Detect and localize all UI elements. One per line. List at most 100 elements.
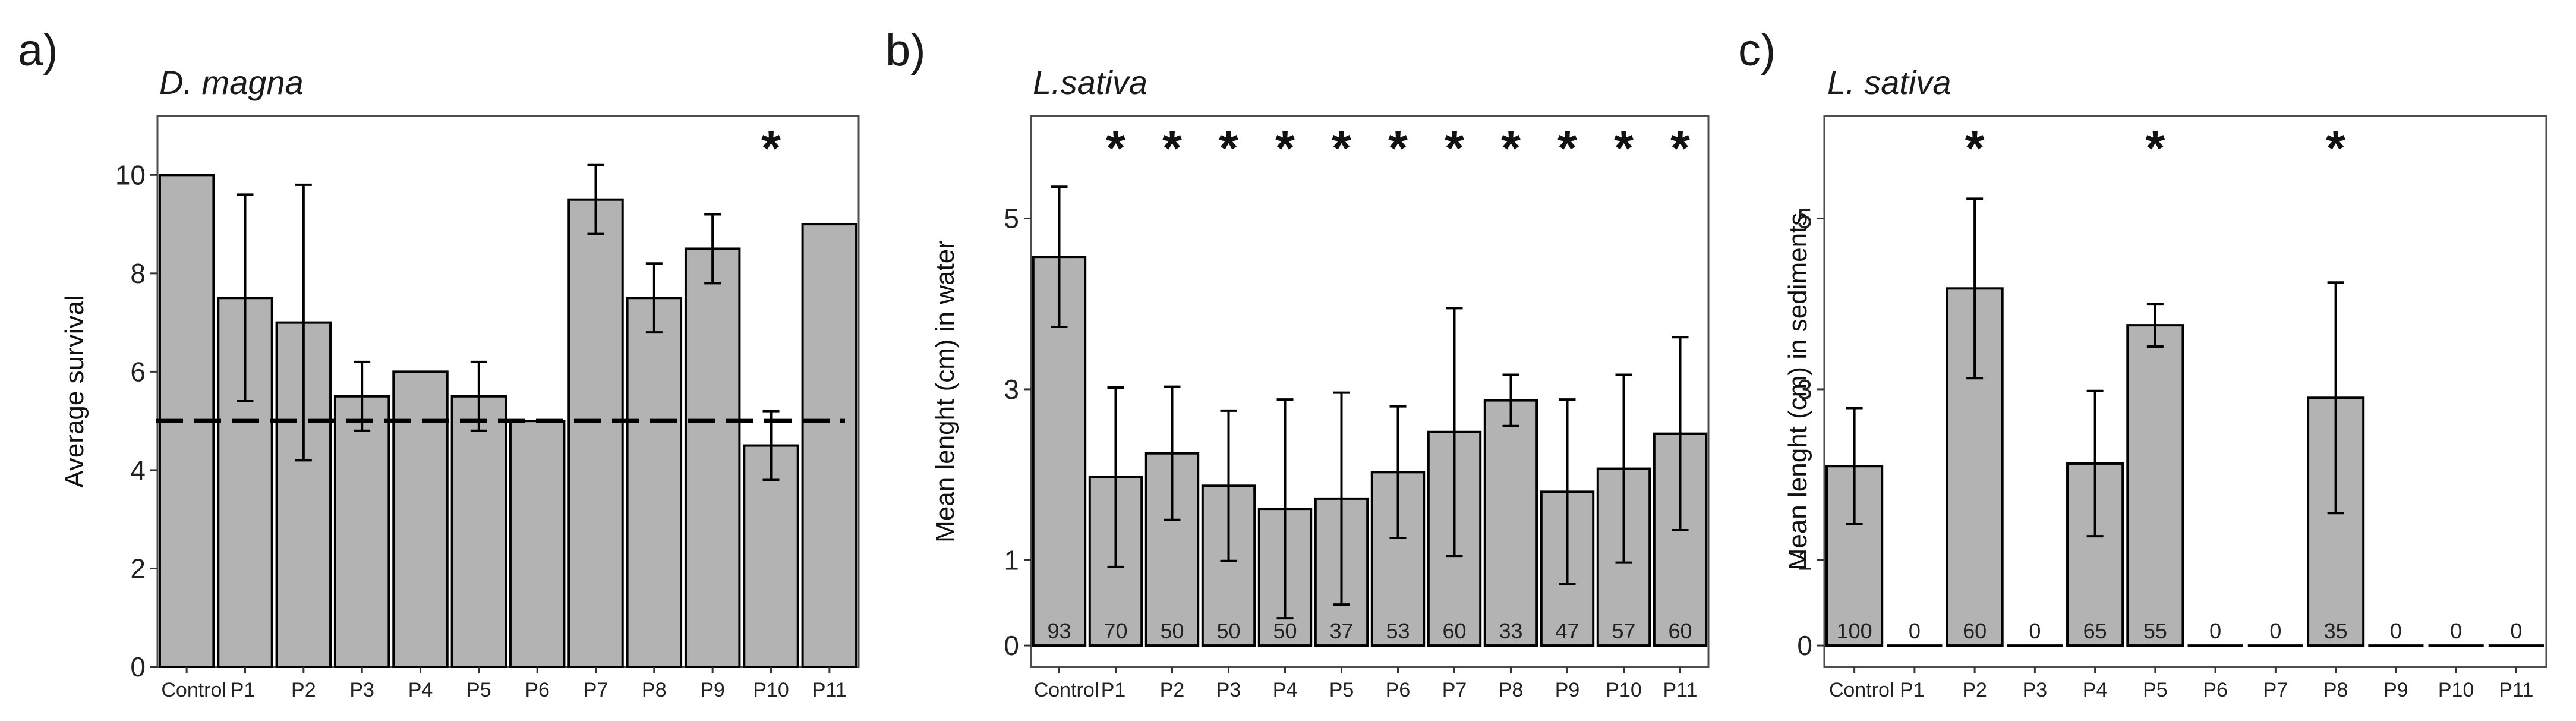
- bar-1-p11: [801, 223, 858, 668]
- y-axis-label-2: Mean lenght (cm) in water: [931, 240, 960, 543]
- y-tick-label-3-3: 5: [1797, 203, 1812, 234]
- significance-star-3-p5: *: [2146, 120, 2165, 176]
- error-bar-3-p4: [2086, 389, 2104, 538]
- x-tick-label-1-p2: P2: [291, 679, 316, 701]
- x-tick-label-1-p8: P8: [642, 679, 667, 701]
- significance-star-2-p8: *: [1501, 120, 1521, 176]
- panel-title-2: L.sativa: [1033, 64, 1147, 101]
- bar-label-3-p3: 0: [2029, 619, 2041, 643]
- bar-label-2-p1: 70: [1103, 619, 1127, 643]
- error-bar-1-p2: [295, 183, 312, 462]
- bar-label-2-control: 93: [1047, 619, 1071, 643]
- significance-star-2-p6: *: [1388, 120, 1408, 176]
- plot-frame-2: [1030, 115, 1710, 668]
- bar-label-3-p10: 0: [2450, 619, 2462, 643]
- y-tick-label-2-1: 1: [1004, 544, 1019, 575]
- error-bar-1-p1: [237, 193, 254, 403]
- x-tick-label-1-p6: P6: [525, 679, 550, 701]
- bar-label-2-p8: 33: [1499, 619, 1522, 643]
- error-bar-3-p8: [2327, 281, 2344, 515]
- x-tick-label-1-p5: P5: [466, 679, 491, 701]
- plot-frame-1: [156, 115, 860, 668]
- bar-1-p5: [450, 395, 507, 668]
- error-bar-3-control: [1846, 407, 1863, 525]
- significance-star-2-p2: *: [1162, 120, 1182, 176]
- x-tick-label-3-p11: P11: [2499, 679, 2533, 701]
- panel-2: b) L.sativa 0 1 3 5 Mean lenght (cm) in water *…: [885, 25, 1710, 701]
- bar-label-3-p7: 0: [2269, 619, 2281, 643]
- y-tick-label-1-3: 6: [130, 356, 146, 387]
- significance-star-2-p10: *: [1614, 120, 1634, 176]
- plot-frame-3: [1823, 115, 2547, 668]
- error-bar-1-p9: [704, 213, 721, 285]
- x-tick-label-2-p4: P4: [1273, 679, 1298, 701]
- significance-star-1-p10: *: [761, 120, 781, 176]
- error-bar-2-p6: [1389, 405, 1407, 539]
- significance-star-2-p1: *: [1106, 120, 1125, 176]
- significance-star-2-p3: *: [1219, 120, 1238, 176]
- significance-star-2-p4: *: [1275, 120, 1295, 176]
- y-tick-label-1-0: 0: [130, 651, 146, 682]
- y-tick-label-1-1: 2: [130, 553, 146, 584]
- x-tick-label-3-p10: P10: [2438, 679, 2474, 701]
- x-tick-label-3-p4: P4: [2083, 679, 2108, 701]
- panel-label-2: b): [885, 25, 926, 75]
- bar-label-3-p8: 35: [2324, 619, 2348, 643]
- error-bar-2-p8: [1502, 373, 1519, 427]
- x-tick-label-3-control: Control: [1829, 679, 1894, 701]
- bar-label-3-p9: 0: [2390, 619, 2402, 643]
- x-tick-label-2-p8: P8: [1499, 679, 1524, 701]
- significance-star-2-p11: *: [1670, 120, 1690, 176]
- x-tick-label-2-p7: P7: [1442, 679, 1467, 701]
- error-bar-2-p9: [1559, 398, 1576, 585]
- error-bar-2-p2: [1164, 385, 1181, 521]
- y-tick-label-2-3: 5: [1004, 203, 1019, 234]
- error-bar-2-p10: [1615, 373, 1632, 564]
- error-bar-2-p4: [1276, 398, 1294, 620]
- bar-label-2-p5: 37: [1329, 619, 1353, 643]
- bar-1-p6: [509, 420, 566, 668]
- significance-star-3-p8: *: [2326, 120, 2345, 176]
- panel-label-1: a): [18, 25, 58, 75]
- significance-star-2-p7: *: [1445, 120, 1464, 176]
- y-axis-label-1: Average survival: [60, 295, 89, 487]
- bar-label-2-p6: 53: [1386, 619, 1410, 643]
- bar-2-p8: [1483, 399, 1538, 647]
- x-tick-label-3-p6: P6: [2203, 679, 2228, 701]
- bar-label-2-p2: 50: [1160, 619, 1184, 643]
- error-bar-2-p5: [1333, 391, 1350, 606]
- significance-star-2-p9: *: [1557, 120, 1577, 176]
- x-tick-label-1-p4: P4: [408, 679, 433, 701]
- x-tick-label-2-p9: P9: [1555, 679, 1580, 701]
- bar-1-p7: [567, 198, 624, 668]
- x-tick-label-2-p5: P5: [1329, 679, 1354, 701]
- bar-label-3-p1: 0: [1909, 619, 1921, 643]
- error-bar-2-p1: [1107, 386, 1124, 568]
- y-tick-label-1-2: 4: [130, 455, 146, 486]
- bar-label-2-p9: 47: [1555, 619, 1579, 643]
- panel-1: a) D. magna 0 2 4 6 8 10 Average survival * Contro…: [18, 25, 860, 701]
- bar-1-p8: [626, 297, 683, 668]
- x-tick-label-2-p2: P2: [1160, 679, 1185, 701]
- bar-label-3-p6: 0: [2209, 619, 2221, 643]
- bar-label-3-p4: 65: [2083, 619, 2107, 643]
- bar-label-2-p10: 57: [1612, 619, 1635, 643]
- bar-label-2-p4: 50: [1273, 619, 1297, 643]
- panel-title-3: L. sativa: [1827, 64, 1951, 101]
- error-bar-3-p2: [1966, 197, 1984, 380]
- x-tick-label-3-p7: P7: [2263, 679, 2288, 701]
- x-tick-label-3-p2: P2: [1962, 679, 1987, 701]
- error-bar-3-p5: [2146, 303, 2164, 348]
- x-tick-label-1-p9: P9: [700, 679, 725, 701]
- bar-3-control: [1825, 465, 1884, 647]
- y-tick-label-1-5: 10: [115, 159, 146, 190]
- panel-title-1: D. magna: [159, 64, 304, 101]
- x-tick-label-3-p9: P9: [2383, 679, 2408, 701]
- bar-1-p9: [684, 247, 741, 668]
- y-tick-label-2-2: 3: [1004, 374, 1019, 405]
- error-bar-1-p8: [645, 262, 663, 334]
- bar-label-3-p2: 60: [1963, 619, 1987, 643]
- x-tick-label-1-p1: P1: [231, 679, 256, 701]
